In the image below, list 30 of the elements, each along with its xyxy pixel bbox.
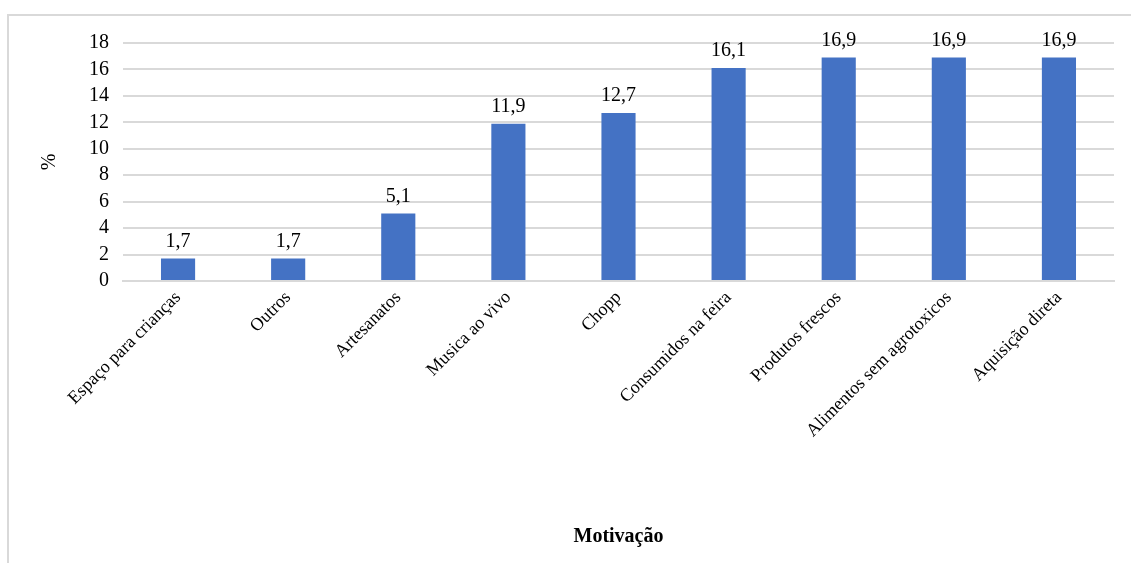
bar <box>931 57 966 280</box>
data-label: 11,9 <box>491 93 526 116</box>
y-tick-label: 4 <box>99 215 109 238</box>
y-tick-label: 14 <box>89 83 109 106</box>
y-tick-label: 10 <box>89 136 109 159</box>
bar <box>711 68 746 280</box>
y-tick-label: 6 <box>99 188 109 211</box>
y-tick-label: 0 <box>99 268 109 291</box>
data-label: 16,1 <box>711 38 747 61</box>
data-label: 16,9 <box>1041 27 1077 50</box>
data-label: 16,9 <box>821 27 857 50</box>
bar <box>821 57 856 280</box>
data-label: 1,7 <box>275 228 301 251</box>
bar <box>271 258 306 280</box>
bar <box>491 123 526 280</box>
data-label: 16,9 <box>931 27 967 50</box>
data-label: 5,1 <box>385 183 411 206</box>
bar <box>381 213 416 280</box>
bar <box>1041 57 1077 280</box>
bar <box>160 258 196 280</box>
y-tick-label: 2 <box>99 241 109 264</box>
data-label: 1,7 <box>165 228 191 251</box>
y-tick-label: 18 <box>89 30 109 53</box>
y-axis-title: % <box>37 153 60 171</box>
bar <box>601 113 636 280</box>
data-label: 12,7 <box>601 83 636 106</box>
x-axis-title: Motivação <box>573 524 664 548</box>
y-tick-label: 12 <box>89 109 109 132</box>
y-tick-label: 8 <box>99 162 109 185</box>
y-tick-label: 16 <box>89 56 109 79</box>
